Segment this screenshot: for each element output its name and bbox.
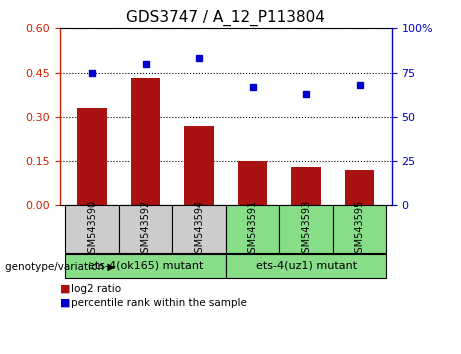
Text: ■: ■ (60, 298, 71, 308)
Text: GSM543594: GSM543594 (194, 200, 204, 259)
Bar (131, 79, 160, 205)
Text: ets-4(uz1) mutant: ets-4(uz1) mutant (256, 260, 357, 270)
Text: ets-4(ok165) mutant: ets-4(ok165) mutant (88, 260, 203, 270)
Bar (226, 205, 279, 253)
Text: GSM543591: GSM543591 (248, 200, 258, 259)
Bar (333, 205, 386, 253)
Text: log2 ratio: log2 ratio (71, 284, 122, 293)
Bar (291, 167, 321, 205)
Title: GDS3747 / A_12_P113804: GDS3747 / A_12_P113804 (126, 9, 325, 25)
Text: GSM543592: GSM543592 (141, 200, 151, 259)
Bar (65, 205, 119, 253)
Bar (77, 108, 107, 205)
Text: genotype/variation ▶: genotype/variation ▶ (5, 262, 115, 272)
Bar (345, 170, 374, 205)
Text: GSM543593: GSM543593 (301, 200, 311, 259)
Text: percentile rank within the sample: percentile rank within the sample (71, 298, 248, 308)
Bar (226, 255, 386, 278)
Bar (172, 205, 226, 253)
Bar (184, 126, 214, 205)
Text: GSM543590: GSM543590 (87, 200, 97, 259)
Bar (279, 205, 333, 253)
Bar (119, 205, 172, 253)
Text: ■: ■ (60, 284, 71, 293)
Bar (238, 161, 267, 205)
Bar (65, 255, 226, 278)
Text: GSM543595: GSM543595 (355, 200, 365, 259)
